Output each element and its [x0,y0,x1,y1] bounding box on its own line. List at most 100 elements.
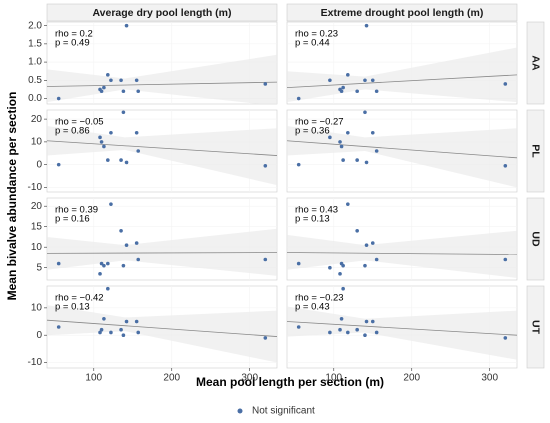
y-tick-label: 0 [36,330,42,341]
annotation: p = 0.49 [55,38,90,49]
point [99,140,104,144]
point [102,317,106,321]
point [121,263,126,268]
row-strip: UD [530,231,542,247]
point [355,158,359,162]
point [134,319,139,324]
point [124,319,129,324]
point [341,286,345,291]
point [106,261,110,266]
point [296,325,301,329]
point [364,160,369,165]
fit-line [286,252,518,255]
annotation: rho = −0.27 [295,117,344,128]
annotation: rho = 0.39 [55,205,98,216]
point [56,325,61,329]
point [338,327,342,332]
point [134,241,139,245]
point [124,160,129,165]
point [503,164,508,168]
point [346,130,350,135]
confidence-band [47,54,277,104]
point [339,317,344,321]
point [56,96,61,101]
x-tick-label: 100 [85,373,102,384]
annotation: p = 0.36 [295,126,330,137]
point [328,78,332,83]
point [355,229,359,233]
point [370,319,375,324]
fit-line [46,252,278,254]
fit-line [46,81,278,87]
point [119,78,123,83]
annotation: p = 0.13 [295,214,330,225]
annotation: p = 0.86 [55,126,90,137]
point [102,85,106,90]
point [374,330,379,335]
point [134,130,139,135]
point [263,336,268,340]
annotation: rho = 0.2 [55,29,93,40]
y-tick-label: 5 [36,262,42,273]
x-tick-label: 200 [403,373,420,384]
point [106,73,110,77]
point [136,149,141,153]
y-tick-label: 20 [31,114,43,125]
strip-bg [286,3,518,22]
point [338,272,342,276]
point [119,327,123,332]
point [364,319,369,324]
annotation: rho = −0.05 [55,117,104,128]
point [121,89,126,94]
point [136,257,141,262]
point [56,261,61,266]
point [98,135,102,140]
point [374,257,379,262]
point [106,158,110,162]
x-axis-label: Mean pool length per section (m) [196,375,384,389]
point [56,162,61,167]
point [121,110,126,115]
point [363,333,367,338]
y-tick-label: 15 [31,221,43,232]
confidence-band [287,306,517,360]
point [328,330,332,335]
annotation: p = 0.44 [295,38,330,49]
annotation: rho = −0.42 [55,293,104,304]
point [341,85,345,90]
strip-bg [526,197,545,281]
point [296,162,301,167]
point [99,89,104,94]
point [503,82,508,86]
point [339,144,344,149]
column-strip: Extreme drought pool length (m) [321,7,484,19]
x-tick-label: 300 [481,373,498,384]
point [370,78,375,83]
point [119,158,123,162]
point [121,333,126,338]
point [370,241,375,245]
point [338,140,342,144]
point [341,158,345,162]
annotation: rho = 0.43 [295,205,338,216]
confidence-band [47,228,277,276]
point [363,263,367,268]
point [346,330,350,335]
fit-line [46,319,278,337]
row-strip: PL [530,144,542,158]
point [99,261,104,266]
fit-line [286,140,518,159]
point [296,261,301,266]
y-tick-label: 2.0 [28,20,42,31]
y-tick-label: 20 [31,201,43,212]
y-tick-label: 10 [31,303,43,314]
point [263,164,268,168]
point [374,149,379,153]
point [134,78,139,83]
point [364,243,369,247]
point [363,110,367,115]
point [136,89,141,94]
fit-line [286,321,518,336]
legend-label: Not significant [252,406,315,417]
